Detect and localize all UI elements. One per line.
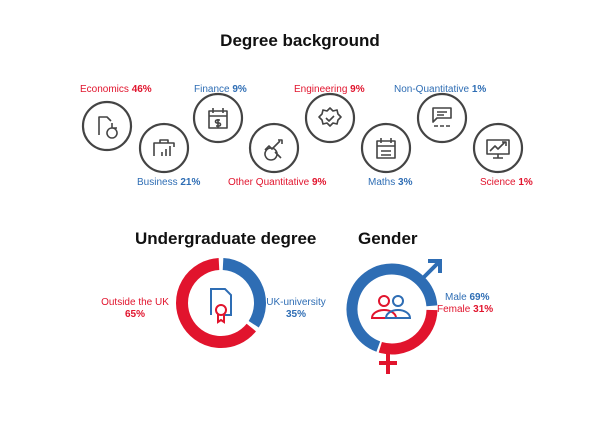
female-symbol-icon [379,349,397,374]
donut-segment-female [378,309,438,355]
label-non-quantitative: Non-Quantitative 1% [394,84,487,95]
label-finance: Finance 9% [194,84,247,95]
certificate-icon [210,288,232,324]
magnifier-trend-icon [248,122,300,174]
calendar-grid-icon [360,122,412,174]
monitor-chart-icon [472,122,524,174]
label-male: Male 69% [445,292,490,303]
label-science: Science 1% [480,177,533,188]
briefcase-bar-chart-icon [138,122,190,174]
donut-segment-male [346,263,438,352]
label-maths: Maths 3% [368,177,413,188]
label-economics: Economics 46% [80,84,152,95]
people-icon [370,295,412,319]
donut-segment-outside-the-uk [176,258,256,348]
label-other-quantitative: Other Quantitative 9% [228,177,327,188]
label-uk-university: UK-university 35% [266,297,326,320]
undergraduate-title: Undergraduate degree [135,229,317,248]
donut-segment-uk-university [222,258,266,328]
label-engineering: Engineering 9% [294,84,365,95]
label-female: Female 31% [437,304,494,315]
presentation-audience-icon [416,92,468,144]
label-outside-uk: Outside the UK 65% [101,297,169,320]
gender-title: Gender [358,229,418,248]
gear-check-icon [304,92,356,144]
degree-background-title: Degree background [220,31,380,50]
calendar-dollar-icon [192,92,244,144]
label-business: Business 21% [137,177,201,188]
male-symbol-icon [420,259,442,281]
document-pie-chart-icon [81,100,133,152]
